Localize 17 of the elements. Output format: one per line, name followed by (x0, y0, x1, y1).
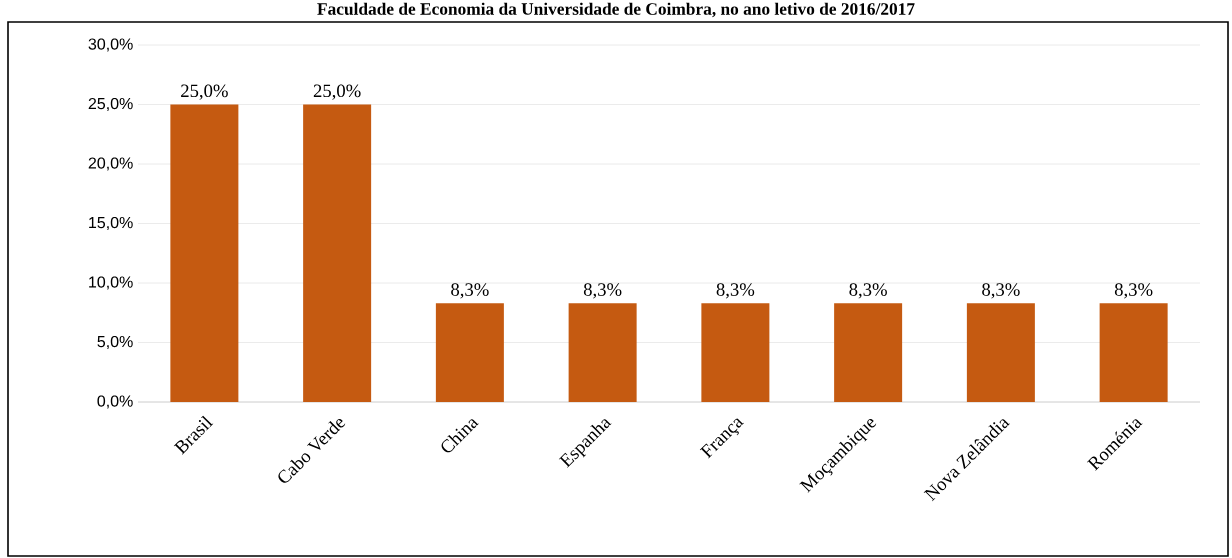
data-label: 8,3% (1114, 283, 1153, 299)
data-label: 8,3% (849, 283, 887, 299)
y-tick-label: 20,0% (88, 157, 133, 171)
y-tick-label: 5,0% (97, 335, 133, 350)
y-tick-label: 15,0% (89, 216, 133, 231)
data-label: 25,0% (181, 84, 228, 100)
data-label: 8,3% (451, 283, 489, 299)
data-label: 8,3% (583, 283, 622, 299)
x-tick-label: Cabo Verde (278, 418, 346, 483)
y-tick-label: 25,0% (88, 97, 133, 112)
data-label: 8,3% (716, 283, 755, 299)
data-label: 8,3% (982, 283, 1020, 299)
y-tick-label: 30,0% (88, 38, 133, 52)
chart-title: Faculdade de Economia da Universidade de Coimbra, no ano letivo de 2016/2017 (317, 2, 915, 18)
y-tick-label: 10,0% (89, 276, 133, 290)
y-tick-label: 0,0% (97, 395, 133, 409)
data-label: 25,0% (313, 84, 361, 100)
